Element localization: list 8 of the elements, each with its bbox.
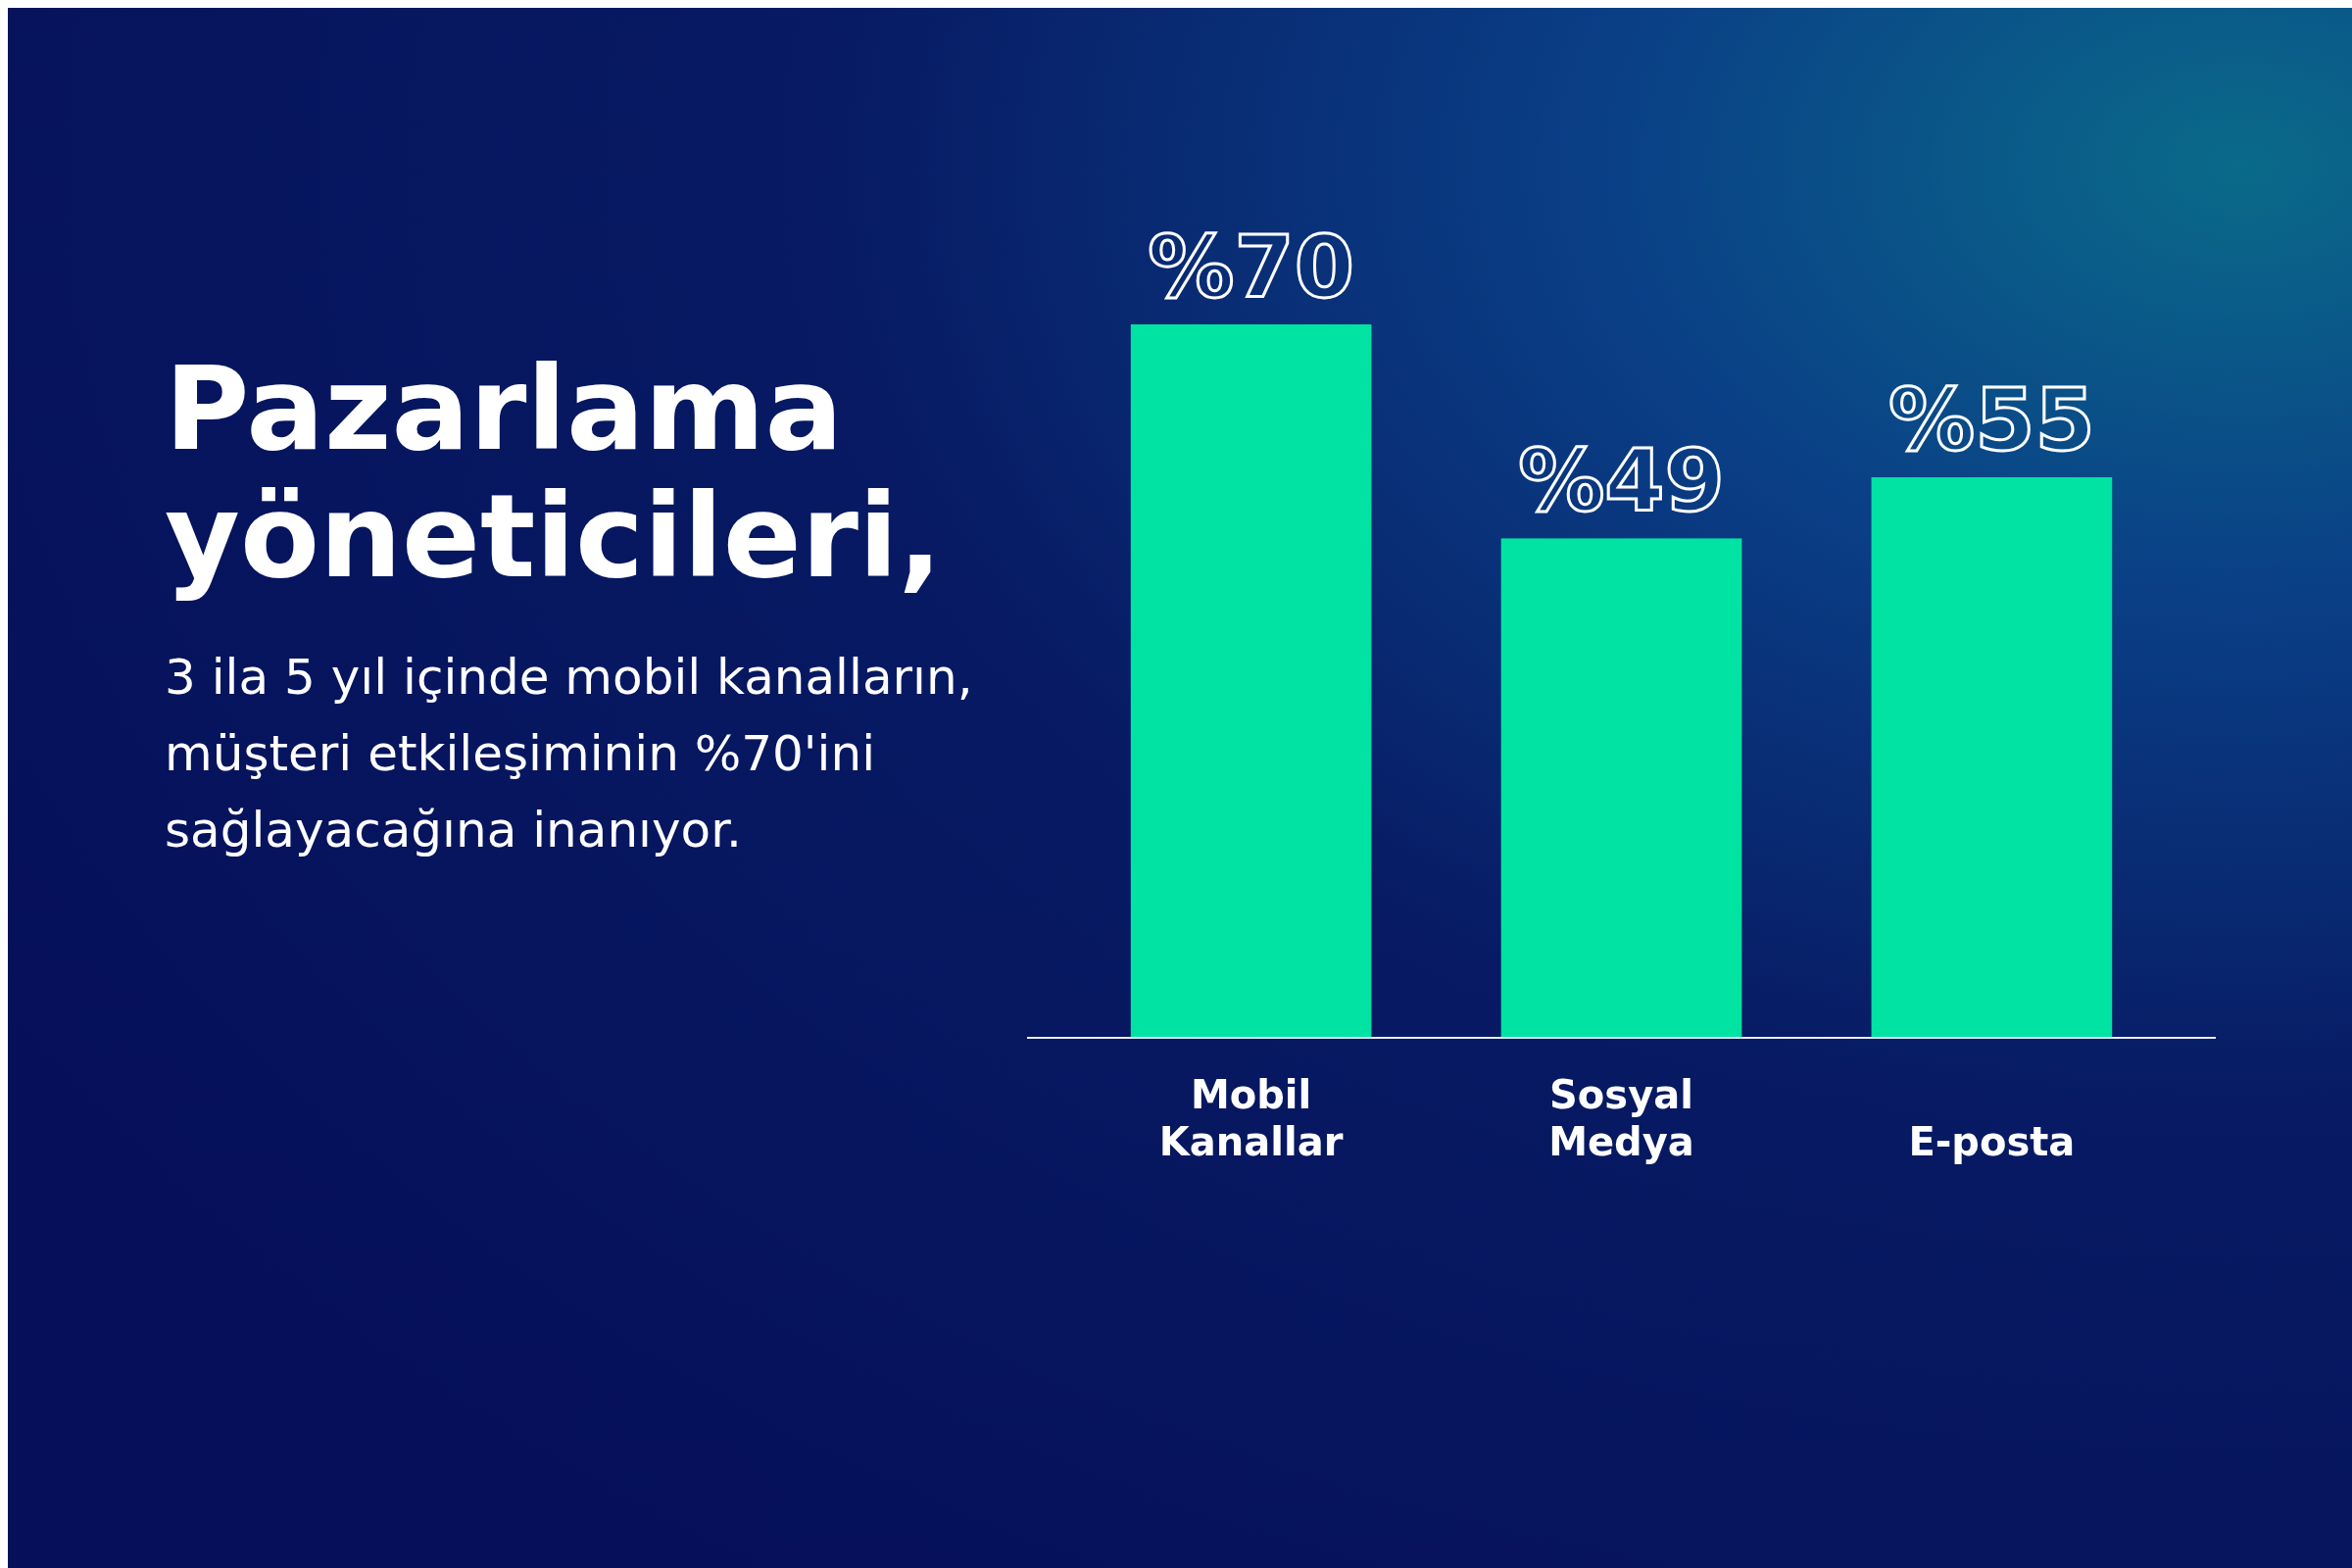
data-label: %49 bbox=[1518, 430, 1725, 532]
data-label: %55 bbox=[1888, 369, 2095, 470]
x-tick-label: E-posta bbox=[1908, 1119, 2076, 1164]
data-label: %70 bbox=[1148, 217, 1354, 318]
x-tick-label: Sosyal Medya bbox=[1548, 1072, 1694, 1164]
text: Pazarlama yöneticileri, bbox=[165, 341, 943, 604]
text: 3 ila 5 yıl içinde mobil kanalların, müşteri etkileşiminin %70'ini sağlayacağına inanıyor. bbox=[165, 649, 973, 858]
x-tick-label: Mobil Kanallar bbox=[1158, 1072, 1344, 1164]
